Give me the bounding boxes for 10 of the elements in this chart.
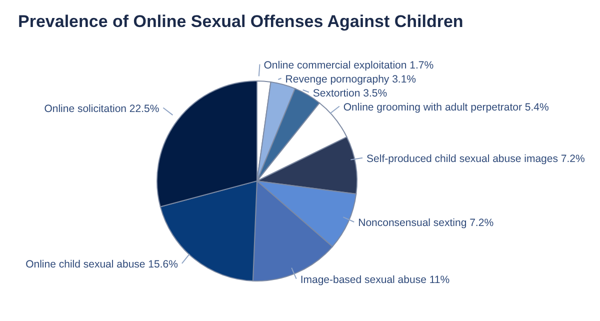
slice-label: Sextortion 3.5% xyxy=(312,87,388,100)
slice-label: Nonconsensual sexting 7.2% xyxy=(358,217,494,229)
slice-label: Online commercial exploitation 1.7% xyxy=(264,59,434,72)
chart-title: Prevalence of Online Sexual Offenses Against Children xyxy=(17,11,464,33)
slice-label: Online grooming with adult perpetrator 5.4% xyxy=(343,101,549,114)
slice-label: Online solicitation 22.5% xyxy=(44,102,160,115)
slice-label: Online child sexual abuse 15.6% xyxy=(26,258,178,270)
slice-label: Image-based sexual abuse 11% xyxy=(300,274,450,286)
slice-label: Self-produced child sexual abuse images 7.2% xyxy=(366,152,585,165)
slice-label: Revenge pornography 3.1% xyxy=(285,73,416,86)
